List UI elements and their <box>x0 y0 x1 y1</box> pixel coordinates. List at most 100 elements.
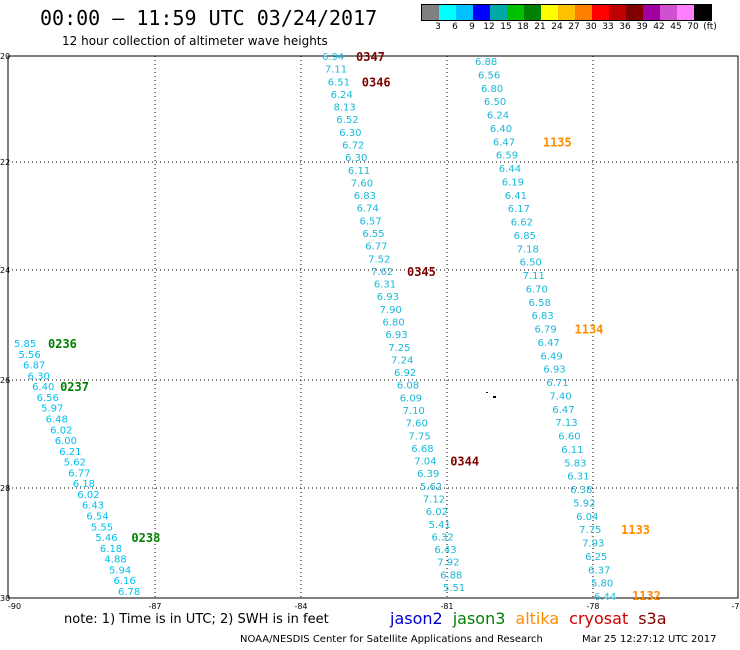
wave-height-value: 7.60 <box>406 419 428 430</box>
wave-height-value: 6.48 <box>46 414 68 425</box>
pass-time-label: 0347 <box>356 50 385 64</box>
legend-label: (ft) <box>703 22 717 32</box>
legend-label: 18 <box>517 22 529 32</box>
lat-tick-label: 30 <box>0 594 10 603</box>
legend-label: 3 <box>435 22 441 32</box>
wave-height-value: 6.30 <box>28 371 50 382</box>
lat-tick-label: 24 <box>0 266 10 275</box>
satellite-altika: altika <box>515 609 560 628</box>
wave-height-value: 6.47 <box>537 338 559 349</box>
wave-height-value: 7.52 <box>368 254 390 265</box>
legend-swatch <box>490 5 507 20</box>
wave-height-value: 6.49 <box>540 351 562 362</box>
wave-height-value: 7.60 <box>351 178 373 189</box>
wave-height-value: 6.77 <box>68 468 90 479</box>
lon-tick-label: -87 <box>148 602 161 611</box>
legend-swatch <box>660 5 677 20</box>
legend-swatch <box>558 5 575 20</box>
wave-height-value: 6.59 <box>496 151 518 162</box>
map-frame <box>7 55 739 599</box>
wave-height-value: 6.87 <box>23 361 45 372</box>
legend-swatch <box>575 5 592 20</box>
legend-label: 15 <box>500 22 512 32</box>
wave-height-value: 6.70 <box>526 284 548 295</box>
legend-label: 24 <box>551 22 563 32</box>
page-title: 00:00 – 11:59 UTC 03/24/2017 <box>40 6 378 30</box>
legend-label: 39 <box>636 22 648 32</box>
wave-height-value: 6.32 <box>431 532 453 543</box>
wave-height-value: 6.72 <box>342 141 364 152</box>
legend-label: 12 <box>483 22 495 32</box>
legend-label: 9 <box>469 22 475 32</box>
wave-height-value: 5.83 <box>564 458 586 469</box>
wave-height-value: 6.31 <box>374 280 396 291</box>
wave-height-value: 7.24 <box>391 355 413 366</box>
legend-swatches <box>421 4 712 21</box>
wave-height-value: 5.51 <box>443 583 465 594</box>
wave-height-value: 6.50 <box>484 97 506 108</box>
wave-height-value: 7.62 <box>371 267 393 278</box>
wave-height-value: 6.83 <box>532 311 554 322</box>
wave-height-value: 8.13 <box>334 103 356 114</box>
wave-height-value: 5.97 <box>41 404 63 415</box>
wave-height-value: 6.55 <box>362 229 384 240</box>
legend-swatch <box>456 5 473 20</box>
pass-time-label: 0236 <box>48 337 77 351</box>
satellite-legend: jason2 jason3 altika cryosat s3a <box>390 609 677 628</box>
wave-height-value: 6.21 <box>59 447 81 458</box>
wave-height-value: 6.43 <box>82 501 104 512</box>
pass-time-label: 0346 <box>362 75 391 89</box>
wave-height-value: 6.58 <box>529 298 551 309</box>
satellite-cryosat: cryosat <box>569 609 629 628</box>
wave-height-value: 6.50 <box>520 258 542 269</box>
wave-height-value: 7.92 <box>437 558 459 569</box>
legend-label: 6 <box>452 22 458 32</box>
wave-height-value: 7.18 <box>517 244 539 255</box>
wave-height-color-legend: 3 6 9 12 15 18 21 24 27 30 33 36 39 42 45 70 (ft) <box>421 4 717 35</box>
wave-height-value: 7.75 <box>579 525 601 536</box>
wave-height-value: 6.02 <box>426 507 448 518</box>
pass-time-label: 1133 <box>621 523 650 537</box>
wave-height-value: 6.11 <box>348 166 370 177</box>
wave-height-value: 6.38 <box>570 485 592 496</box>
legend-label: 30 <box>585 22 597 32</box>
wave-height-value: 6.77 <box>365 242 387 253</box>
wave-height-value: 6.79 <box>535 325 557 336</box>
wave-height-value: 6.94 <box>322 52 344 63</box>
wave-height-value: 6.74 <box>357 204 379 215</box>
legend-swatch <box>541 5 558 20</box>
wave-height-value: 6.93 <box>543 365 565 376</box>
wave-height-value: 5.41 <box>429 520 451 531</box>
wave-height-value: 7.25 <box>388 343 410 354</box>
island-mark <box>493 396 496 398</box>
wave-height-value: 6.31 <box>567 472 589 483</box>
credit-text: NOAA/NESDIS Center for Satellite Applica… <box>240 634 543 645</box>
legend-label: 45 <box>670 22 682 32</box>
wave-height-value: 6.92 <box>394 368 416 379</box>
legend-label: 70 <box>687 22 699 32</box>
wave-height-value: 5.92 <box>573 498 595 509</box>
legend-label: 36 <box>619 22 631 32</box>
wave-height-value: 7.90 <box>380 305 402 316</box>
island-mark <box>486 392 488 393</box>
satellite-jason3: jason3 <box>452 609 506 628</box>
legend-label: 27 <box>568 22 580 32</box>
legend-swatch <box>439 5 456 20</box>
wave-height-value: 6.44 <box>499 164 521 175</box>
lat-tick-label: 22 <box>0 158 10 167</box>
pass-time-label: 1134 <box>575 323 604 337</box>
legend-swatch <box>677 5 694 20</box>
pass-time-label: 0237 <box>60 380 89 394</box>
wave-height-value: 4.88 <box>104 555 126 566</box>
legend-swatch <box>626 5 643 20</box>
pass-time-label: 0344 <box>450 455 479 469</box>
wave-height-value: 6.85 <box>514 231 536 242</box>
legend-swatch <box>643 5 660 20</box>
wave-height-value: 5.85 <box>14 339 36 350</box>
legend-swatch <box>694 5 711 20</box>
wave-height-value: 7.12 <box>423 495 445 506</box>
wave-height-value: 6.57 <box>359 216 381 227</box>
wave-height-value: 6.16 <box>113 576 135 587</box>
wave-height-value: 6.62 <box>511 218 533 229</box>
wave-height-value: 6.80 <box>383 318 405 329</box>
